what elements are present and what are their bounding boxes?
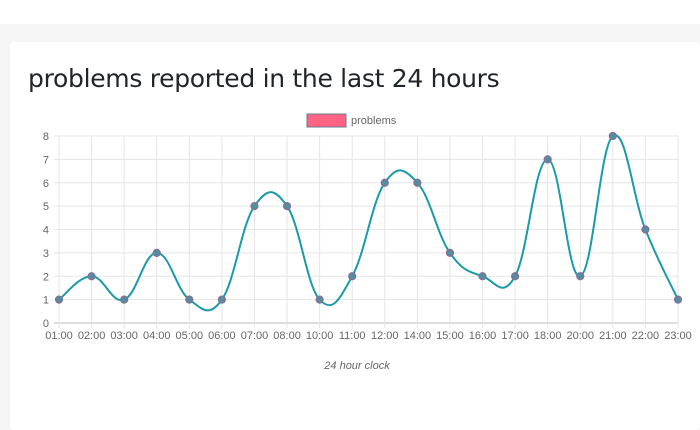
x-tick-label: 07:00 — [241, 330, 269, 342]
x-tick-label: 12:00 — [371, 330, 399, 342]
x-tick-label: 23:00 — [664, 330, 692, 342]
y-tick-label: 4 — [43, 225, 49, 237]
data-point — [185, 295, 194, 304]
chart-card — [10, 42, 700, 430]
data-point — [608, 131, 617, 141]
x-tick-label: 17:00 — [501, 330, 529, 342]
x-tick-label: 05:00 — [176, 330, 204, 342]
x-tick-label: 10:00 — [306, 330, 334, 342]
data-point — [380, 178, 389, 187]
data-point — [348, 272, 357, 281]
y-tick-label: 8 — [43, 131, 49, 143]
data-point — [445, 248, 455, 257]
y-tick-label: 7 — [43, 154, 49, 166]
x-tick-label: 20:00 — [566, 330, 594, 342]
y-tick-label: 2 — [43, 271, 49, 283]
series-line — [58, 134, 679, 312]
data-point — [120, 295, 129, 304]
data-point — [250, 202, 259, 211]
data-point — [511, 272, 520, 281]
x-tick-label: 01:00 — [45, 330, 73, 342]
data-point — [54, 295, 64, 304]
legend-label: problems — [351, 115, 397, 127]
y-tick-label: 6 — [43, 178, 49, 190]
data-point — [152, 248, 161, 257]
page-title: problems reported in the last 24 hours — [28, 64, 500, 93]
x-tick-label: 08:00 — [273, 330, 301, 342]
data-point — [576, 272, 585, 281]
y-tick-label: 5 — [43, 201, 49, 213]
x-tick-label: 22:00 — [632, 330, 660, 342]
y-tick-label: 3 — [43, 248, 49, 260]
x-tick-label: 16:00 — [469, 330, 497, 342]
data-point — [282, 202, 292, 211]
legend-swatch — [306, 113, 347, 128]
x-tick-label: 04:00 — [143, 330, 171, 342]
y-tick-label: 0 — [43, 318, 49, 330]
data-point — [641, 225, 650, 234]
data-point — [217, 295, 226, 304]
x-tick-label: 03:00 — [110, 330, 138, 342]
x-tick-label: 15:00 — [436, 330, 464, 342]
x-tick-label: 06:00 — [208, 330, 236, 342]
x-tick-label: 21:00 — [599, 330, 627, 342]
data-point — [413, 178, 422, 187]
x-tick-label: 11:00 — [339, 330, 366, 342]
data-point — [315, 295, 324, 304]
data-point — [478, 272, 487, 281]
x-tick-label: 02:00 — [78, 330, 106, 342]
x-axis-title: 24 hour clock — [323, 360, 390, 372]
x-tick-label: 18:00 — [534, 330, 562, 342]
data-point — [543, 155, 552, 164]
data-point — [673, 295, 683, 304]
y-tick-label: 1 — [43, 295, 49, 307]
x-tick-label: 14:00 — [404, 330, 432, 342]
data-point — [87, 272, 96, 281]
